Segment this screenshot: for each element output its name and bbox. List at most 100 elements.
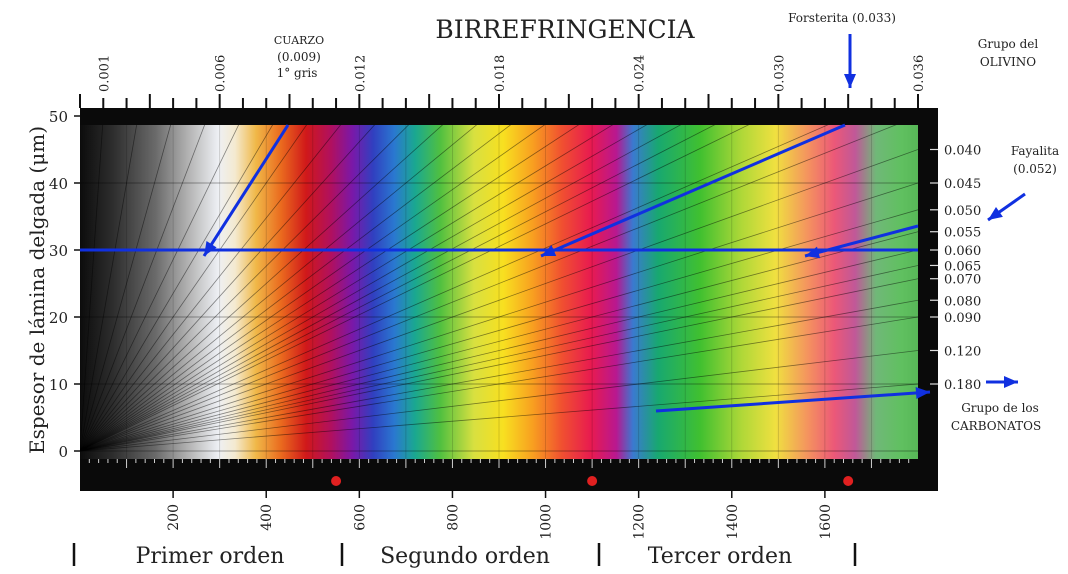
y-tick-label: 10 bbox=[49, 376, 68, 394]
birefringence-line bbox=[80, 125, 897, 452]
quartz-value: (0.009) bbox=[277, 50, 321, 64]
birefringence-line bbox=[80, 383, 918, 452]
bottom-strip bbox=[80, 455, 938, 491]
quartz-name: CUARZO bbox=[274, 34, 324, 47]
fayalite-line-arrow-head bbox=[805, 246, 821, 259]
birefringence-line bbox=[80, 350, 918, 452]
y-tick-label: 20 bbox=[49, 309, 68, 327]
birefringence-line bbox=[80, 265, 918, 452]
right-birefringence-label: 0.055 bbox=[944, 226, 981, 241]
fayalite-line2: (0.052) bbox=[1013, 162, 1057, 176]
carbonates-line1: Grupo de los bbox=[961, 401, 1039, 415]
top-birefringence-label: 0.018 bbox=[493, 55, 508, 92]
carbonates-line-arrow-head bbox=[915, 386, 930, 399]
fayalite-line1: Fayalita bbox=[1011, 144, 1059, 158]
right-birefringence-label: 0.045 bbox=[944, 177, 981, 192]
birefringence-line bbox=[80, 125, 172, 452]
forsterite-line-arrow-head bbox=[541, 244, 557, 256]
order-label: Segundo orden bbox=[380, 544, 550, 569]
y-axis-label: Espesor de lámina delgada (μm) bbox=[25, 126, 49, 454]
order-label: Tercer orden bbox=[648, 544, 792, 569]
birefringence-line bbox=[80, 125, 376, 452]
order-boundary-marker bbox=[331, 476, 342, 486]
right-birefringence-label: 0.180 bbox=[944, 378, 981, 393]
birefringence-line bbox=[80, 299, 918, 452]
birefringence-line bbox=[80, 125, 829, 452]
olivine-line1: Grupo del bbox=[978, 37, 1039, 51]
x-tick-label: 1000 bbox=[539, 504, 555, 540]
birefringence-line bbox=[80, 316, 918, 452]
forsterite-line-arrow-shaft bbox=[540, 123, 846, 258]
x-tick-label: 600 bbox=[352, 504, 368, 531]
right-frame bbox=[918, 108, 938, 491]
axes: 0 10 20 30 40 50 200 400 600 800 1000 1200 1400 1600 0… bbox=[49, 55, 981, 540]
top-frame bbox=[80, 108, 938, 125]
annotations: Primer orden Segundo orden Tercer orden CUA… bbox=[72, 11, 1059, 569]
right-birefringence-label: 0.120 bbox=[944, 345, 981, 360]
birefringence-line bbox=[80, 125, 444, 452]
birefringence-line bbox=[80, 125, 682, 452]
top-birefringence-label: 0.012 bbox=[353, 55, 368, 92]
birefringence-line bbox=[80, 125, 580, 452]
order-boundary-marker bbox=[587, 476, 598, 486]
birefringence-line bbox=[80, 125, 274, 452]
top-birefringence-label: 0.036 bbox=[912, 55, 927, 92]
forsterite-label: Forsterita (0.033) bbox=[788, 11, 896, 25]
birefringence-line bbox=[80, 125, 614, 452]
x-tick-label: 1400 bbox=[725, 504, 741, 540]
birefringence-line bbox=[80, 125, 138, 452]
birefringence-line bbox=[80, 182, 918, 452]
birefringence-line bbox=[80, 125, 512, 452]
top-birefringence-label: 0.001 bbox=[97, 55, 112, 92]
carbonates-line-arrow-shaft bbox=[655, 390, 931, 413]
birefringence-line bbox=[80, 125, 104, 452]
right-birefringence-label: 0.065 bbox=[944, 259, 981, 274]
right-birefringence-label: 0.060 bbox=[944, 244, 981, 259]
quartz-arrow-shaft bbox=[202, 124, 290, 257]
chart-title: BIRREFRINGENCIA bbox=[435, 15, 695, 44]
x-tick-label: 800 bbox=[445, 504, 461, 531]
birefringence-line bbox=[80, 278, 918, 452]
right-birefringence-label: 0.070 bbox=[944, 273, 981, 288]
y-tick-label: 50 bbox=[49, 108, 68, 126]
forsterite-arrow-head bbox=[844, 74, 856, 88]
fayalite-line-arrow-shaft bbox=[804, 224, 919, 258]
birefringence-line bbox=[80, 125, 240, 452]
carbonates-line2: CARBONATOS bbox=[951, 419, 1041, 433]
y-tick-label: 40 bbox=[49, 175, 68, 193]
order-boundary-marker bbox=[843, 476, 854, 486]
fayalite-arrow-head bbox=[988, 207, 1003, 220]
birefringence-line bbox=[80, 125, 308, 452]
birefringence-line bbox=[80, 249, 918, 452]
quartz-color: 1° gris bbox=[277, 66, 318, 80]
birefringence-line bbox=[80, 125, 716, 452]
y-tick-label: 0 bbox=[58, 443, 68, 461]
birefringence-line bbox=[80, 125, 410, 452]
quartz-arrow-head bbox=[204, 240, 217, 256]
birefringence-line bbox=[80, 125, 206, 452]
x-tick-label: 200 bbox=[166, 504, 182, 531]
carbonates-arrow-head bbox=[1004, 376, 1018, 388]
x-tick-label: 400 bbox=[259, 504, 275, 531]
birefringence-line bbox=[80, 125, 750, 452]
right-birefringence-label: 0.050 bbox=[944, 204, 981, 219]
birefringence-line bbox=[80, 125, 546, 452]
birefringence-line bbox=[80, 125, 648, 452]
top-birefringence-label: 0.006 bbox=[214, 55, 229, 92]
right-birefringence-label: 0.080 bbox=[944, 294, 981, 309]
birefringence-line bbox=[80, 125, 478, 452]
y-tick-label: 30 bbox=[49, 242, 68, 260]
x-tick-label: 1600 bbox=[818, 504, 834, 540]
birefringence-line bbox=[80, 231, 918, 452]
right-birefringence-label: 0.090 bbox=[944, 311, 981, 326]
top-birefringence-label: 0.024 bbox=[633, 55, 648, 92]
birefringence-line bbox=[80, 125, 342, 452]
right-birefringence-label: 0.040 bbox=[944, 144, 981, 159]
olivine-line2: OLIVINO bbox=[980, 55, 1036, 69]
top-birefringence-label: 0.030 bbox=[772, 55, 787, 92]
birefringence-line bbox=[80, 149, 918, 452]
order-label: Primer orden bbox=[136, 544, 285, 569]
x-tick-label: 1200 bbox=[632, 504, 648, 540]
